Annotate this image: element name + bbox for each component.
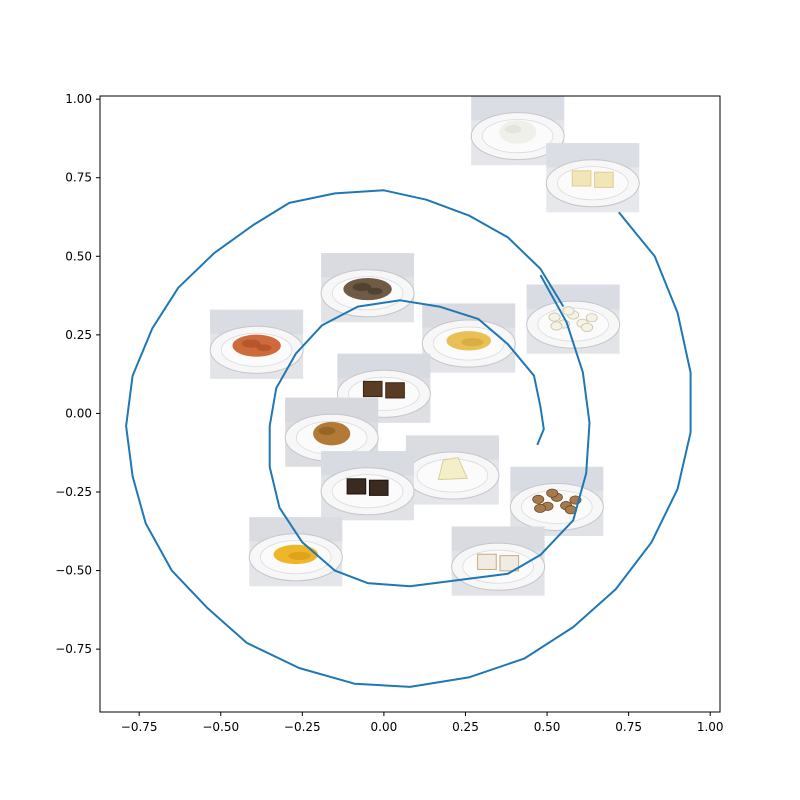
y-tick-label: 0.75	[65, 171, 92, 185]
series-line-1	[268, 274, 591, 588]
x-tick-label: −0.50	[202, 720, 239, 734]
y-tick-label: −0.25	[55, 485, 92, 499]
food-image-mac-and-cheese	[248, 517, 343, 587]
series-line-2	[125, 189, 692, 688]
series-layer	[125, 189, 692, 688]
x-tick-label: 0.50	[534, 720, 561, 734]
x-tick-label: −0.25	[284, 720, 321, 734]
x-axis: −0.75 −0.50 −0.25 0.00 0.25 0.50 0.75 1.00	[121, 712, 724, 734]
x-tick-label: 1.00	[697, 720, 724, 734]
food-image-rice-krispie-bars	[545, 143, 640, 213]
food-image-brownies	[320, 451, 415, 521]
y-tick-label: 0.50	[65, 249, 92, 263]
food-image-popcorn	[526, 284, 621, 354]
y-tick-label: −0.50	[55, 564, 92, 578]
x-tick-label: 0.75	[615, 720, 642, 734]
y-tick-label: 0.25	[65, 328, 92, 342]
x-tick-label: 0.25	[452, 720, 479, 734]
food-image-pasta	[209, 309, 304, 379]
y-tick-label: −0.75	[55, 642, 92, 656]
x-tick-label: 0.00	[371, 720, 398, 734]
x-tick-label: −0.75	[121, 720, 158, 734]
food-image-cake	[405, 435, 500, 505]
y-axis: −0.75 −0.50 −0.25 0.00 0.25 0.50 0.75 1.00	[55, 92, 100, 656]
food-image-cookies	[509, 466, 604, 536]
food-image-rice	[470, 96, 565, 166]
y-tick-label: 1.00	[65, 92, 92, 106]
food-image-mushrooms	[320, 253, 415, 323]
y-tick-label: 0.00	[65, 406, 92, 420]
food-image-layer	[209, 96, 640, 596]
axes-frame	[99, 95, 721, 713]
